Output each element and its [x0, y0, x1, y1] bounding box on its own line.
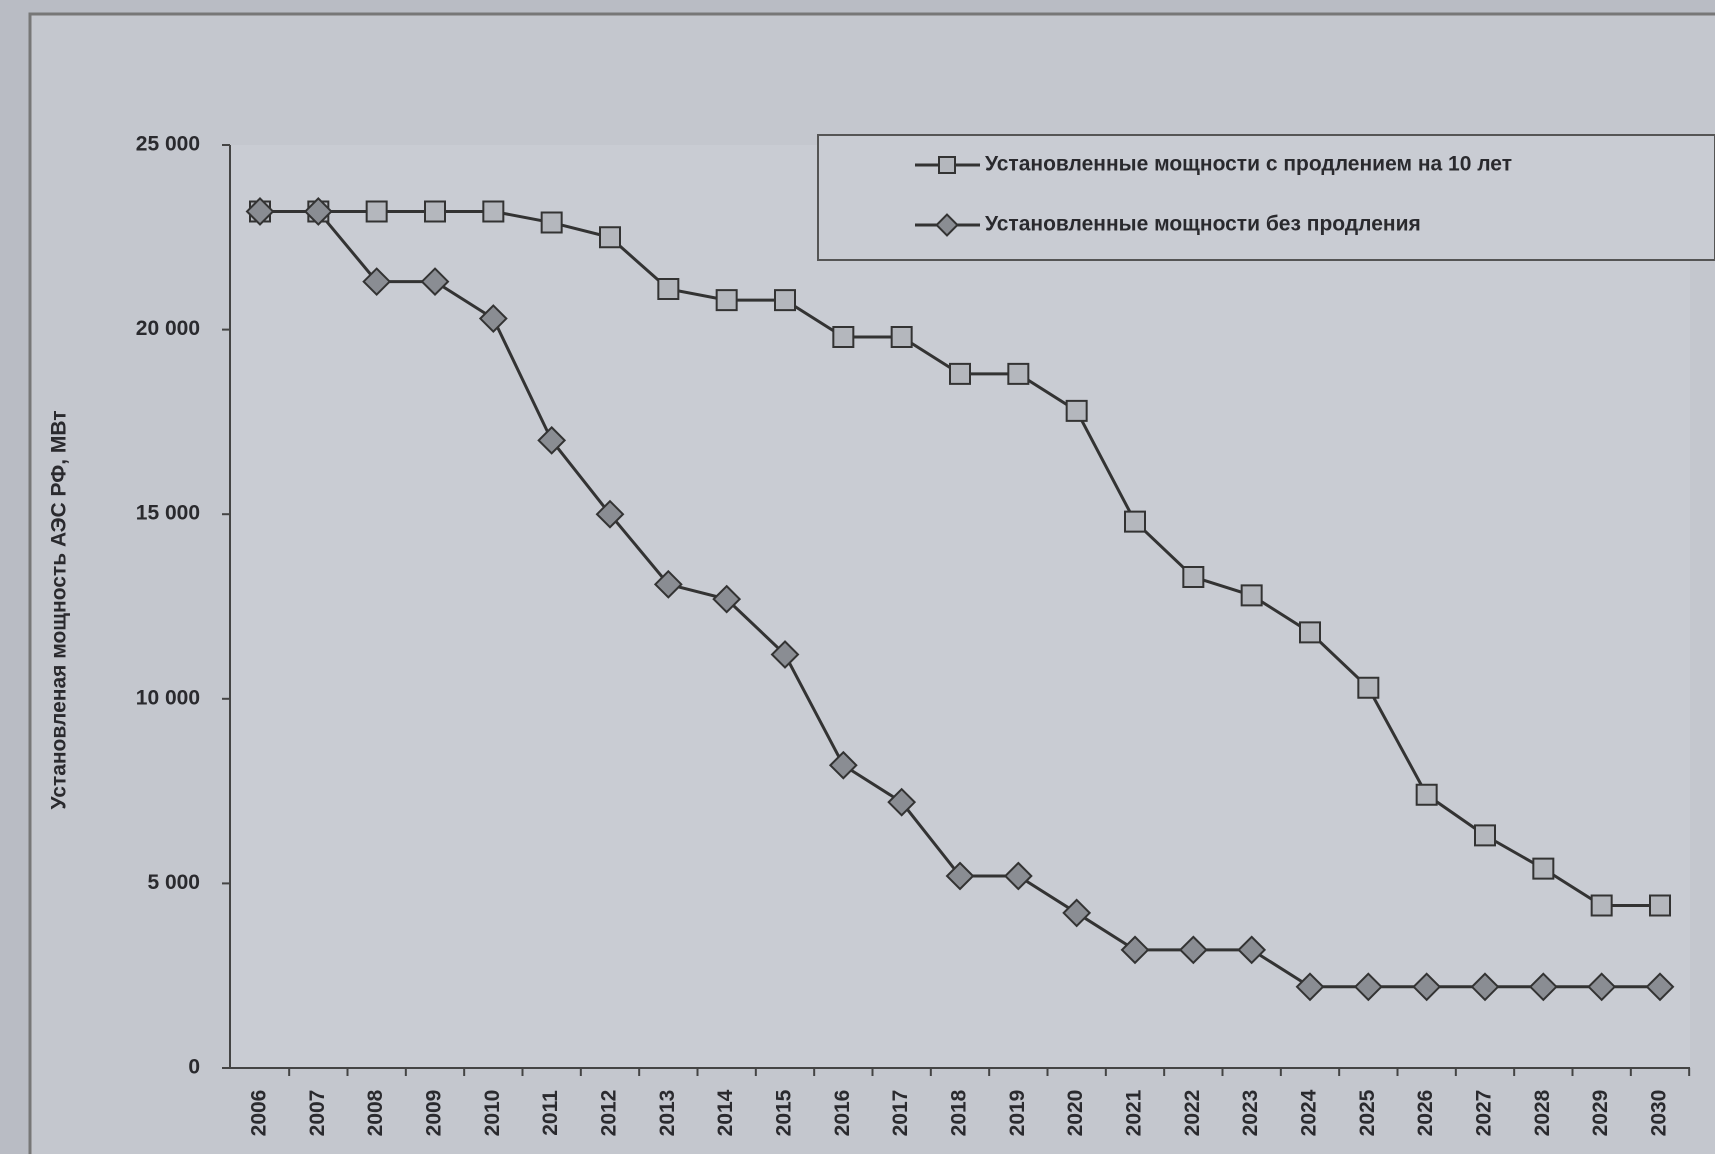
point — [1412, 972, 1442, 1002]
point — [424, 200, 446, 223]
y-tick-label: 5 000 — [147, 871, 200, 894]
legend-label: Установленные мощности без продления — [985, 213, 1421, 236]
x-tick-label: 2029 — [1589, 1090, 1612, 1137]
point — [420, 267, 450, 297]
point — [1182, 565, 1205, 588]
x-tick-label: 2012 — [598, 1090, 621, 1137]
x-tick-label: 2024 — [1298, 1089, 1321, 1136]
point — [1295, 972, 1325, 1002]
point — [1237, 935, 1267, 965]
point — [1062, 898, 1092, 928]
point — [595, 499, 625, 529]
legend — [817, 134, 1715, 261]
x-tick-label: 2007 — [306, 1090, 329, 1137]
x-tick-label: 2028 — [1531, 1089, 1554, 1136]
x-tick-label: 2023 — [1239, 1090, 1262, 1137]
x-tick-label: 2013 — [656, 1090, 679, 1137]
point — [303, 197, 333, 226]
point — [1299, 621, 1321, 644]
x-tick-label: 2025 — [1356, 1089, 1379, 1136]
point — [1415, 783, 1438, 806]
x-tick-label: 2021 — [1123, 1089, 1146, 1136]
point — [1587, 972, 1617, 1002]
point — [1065, 399, 1088, 422]
point — [599, 226, 621, 249]
y-tick-label: 20 000 — [136, 317, 200, 340]
x-tick-label: 2018 — [948, 1089, 971, 1136]
x-tick-label: 2027 — [1473, 1090, 1496, 1137]
point — [949, 362, 971, 385]
x-tick-label: 2006 — [248, 1090, 271, 1137]
point — [887, 787, 917, 817]
point — [362, 267, 392, 297]
point — [945, 861, 975, 891]
point — [1357, 676, 1380, 699]
x-tick-label: 2026 — [1414, 1090, 1437, 1137]
point — [1645, 972, 1675, 1002]
x-tick-label: 2019 — [1006, 1090, 1029, 1137]
point — [1007, 362, 1030, 385]
point — [657, 277, 680, 300]
point — [1353, 972, 1383, 1002]
y-tick-label: 10 000 — [136, 686, 200, 709]
x-tick-label: 2022 — [1181, 1090, 1204, 1137]
point — [1528, 972, 1558, 1002]
point — [715, 289, 738, 312]
point — [245, 197, 275, 226]
point — [832, 325, 855, 348]
legend-label: Установленные мощности с продлением на 1… — [985, 153, 1512, 176]
x-tick-label: 2009 — [423, 1090, 446, 1137]
x-tick-label: 2017 — [889, 1090, 912, 1137]
legend-marker — [935, 213, 959, 237]
point — [365, 200, 388, 223]
y-tick-label: 15 000 — [136, 502, 200, 525]
point — [653, 569, 683, 599]
point — [1240, 584, 1263, 607]
y-tick-label: 25 000 — [136, 133, 200, 156]
point — [540, 211, 563, 234]
legend-marker — [938, 156, 956, 174]
y-tick-label: 0 — [188, 1056, 200, 1079]
point — [1124, 510, 1146, 533]
point — [1470, 972, 1500, 1002]
point — [1178, 935, 1208, 965]
point — [828, 750, 858, 780]
point — [1532, 857, 1555, 880]
point — [890, 325, 913, 348]
point — [712, 584, 742, 614]
plot-area — [230, 145, 1690, 1068]
point — [1590, 894, 1613, 917]
x-tick-label: 2010 — [481, 1090, 504, 1137]
x-tick-label: 2020 — [1064, 1090, 1087, 1137]
point — [774, 289, 796, 312]
point — [1120, 935, 1150, 965]
x-tick-label: 2030 — [1648, 1090, 1671, 1137]
y-axis-label: Установленая мощность АЭС РФ, МВт — [48, 410, 71, 809]
point — [1474, 824, 1496, 847]
x-tick-label: 2011 — [539, 1090, 562, 1136]
point — [482, 200, 505, 223]
x-tick-label: 2014 — [714, 1089, 737, 1136]
x-tick-label: 2015 — [773, 1089, 796, 1136]
point — [537, 425, 567, 455]
point — [478, 304, 508, 333]
point — [770, 640, 800, 669]
point — [1649, 894, 1671, 917]
point — [1003, 861, 1033, 891]
x-tick-label: 2008 — [364, 1089, 387, 1136]
x-tick-label: 2016 — [831, 1090, 854, 1137]
